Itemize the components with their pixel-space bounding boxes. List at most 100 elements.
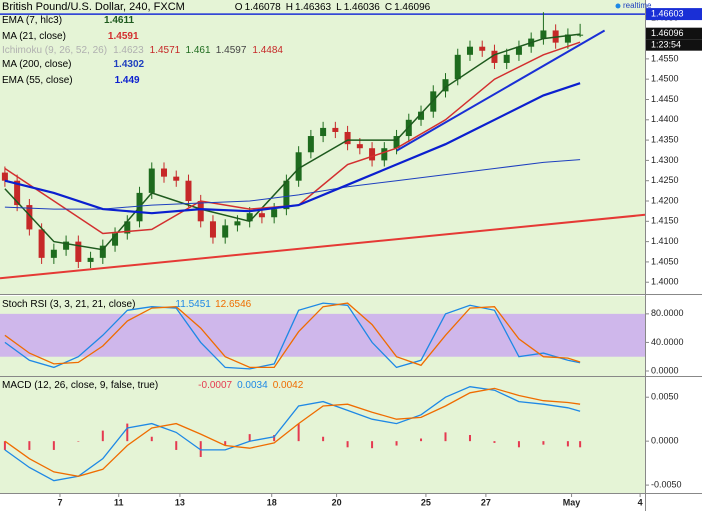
histogram-bar	[371, 441, 374, 449]
trend-line	[0, 213, 646, 280]
x-tick-label: 20	[332, 497, 342, 507]
histogram-bar	[444, 432, 447, 442]
legend-text: Stoch RSI (3, 3, 21, 21, close)	[2, 299, 135, 310]
candle-body	[491, 50, 498, 63]
legend-text: Ichimoku (9, 26, 52, 26)	[2, 45, 107, 56]
legend-row: MA (200, close) 1.4302	[2, 59, 145, 70]
candle-body	[479, 46, 486, 51]
histogram-bar	[297, 423, 300, 442]
hline-label-box	[646, 8, 702, 21]
y-tick-label: 0.0000	[651, 365, 679, 375]
indicator-line	[4, 387, 581, 477]
candle-body	[271, 209, 278, 218]
candle-body	[258, 213, 265, 218]
histogram-bar	[346, 441, 349, 448]
legend-text: O	[235, 2, 243, 13]
legend-text: MA (21, close)	[2, 31, 66, 42]
x-tick-label: 13	[175, 497, 185, 507]
x-tick-label: 25	[421, 497, 431, 507]
y-tick-label: 1.4350	[651, 134, 679, 144]
legend-text: 1.4484	[252, 45, 283, 56]
candle-body	[283, 180, 290, 210]
candle-body	[307, 136, 314, 153]
histogram-bar	[248, 434, 251, 442]
y-tick-label: -0.0050	[651, 479, 682, 489]
candle-body	[99, 245, 106, 258]
candle-body	[234, 221, 241, 226]
legend-text: 1.4302	[113, 59, 144, 70]
candle-body	[222, 225, 229, 238]
histogram-bar	[322, 436, 325, 442]
macd-panel	[0, 377, 645, 493]
candle-body	[515, 46, 522, 55]
price-box	[646, 27, 702, 40]
histogram-bar	[542, 441, 545, 445]
candle-body	[1, 172, 8, 181]
candle-body	[344, 131, 351, 145]
histogram-bar	[77, 441, 80, 442]
candle-body	[320, 127, 327, 137]
legend-text: 1.4591	[108, 31, 139, 42]
y-tick-label: 1.4050	[651, 256, 679, 266]
legend-row: EMA (55, close) 1.449	[2, 75, 140, 86]
x-tick-label: 18	[267, 497, 277, 507]
legend-text: 1.46078	[245, 2, 282, 13]
candle-body	[26, 205, 33, 230]
legend-value: -0.0007	[198, 380, 232, 391]
candle-body	[393, 136, 400, 149]
y-tick-label: 1.4300	[651, 155, 679, 165]
y-tick-label: 0.0050	[651, 392, 679, 402]
hline-label: 1.46603	[651, 8, 684, 18]
histogram-bar	[566, 441, 569, 447]
histogram-bar	[199, 441, 202, 457]
legend-row: MACD (12, 26, close, 9, false, true) -0.0…	[2, 380, 304, 391]
legend-text: EMA (7, hlc3)	[2, 15, 62, 26]
y-tick-label: 40.0000	[651, 337, 684, 347]
x-tick-label: 7	[57, 497, 62, 507]
histogram-bar	[52, 441, 55, 450]
legend-text: 1.46096	[394, 2, 431, 13]
x-tick-label: 27	[481, 497, 491, 507]
legend-value: 12.6546	[215, 299, 252, 310]
legend-text: 1.4597	[216, 45, 247, 56]
candle-body	[442, 79, 449, 92]
candle-body	[466, 46, 473, 55]
rsi-band	[0, 313, 645, 357]
realtime-dot	[615, 3, 621, 9]
histogram-bar	[493, 441, 496, 443]
legend-text: 1.46363	[295, 2, 332, 13]
candle-body	[112, 233, 119, 246]
histogram-bar	[468, 435, 471, 442]
candle-body	[14, 180, 21, 206]
y-tick-label: 0.0000	[651, 436, 679, 446]
countdown: 1:23:54	[651, 40, 681, 50]
y-tick-label: 1.4000	[651, 277, 679, 287]
x-tick-label: May	[563, 497, 581, 507]
legend-text: 1.461	[186, 45, 211, 56]
candle-body	[454, 54, 461, 80]
legend-value: 11.5451	[175, 299, 211, 310]
candle-body	[246, 213, 253, 222]
legend-row: Ichimoku (9, 26, 52, 26) 1.4623 1.4571 1.46…	[2, 45, 283, 56]
candle-body	[332, 127, 339, 132]
y-tick-label: 1.4450	[651, 94, 679, 104]
histogram-bar	[273, 435, 276, 442]
candle-body	[564, 34, 571, 43]
histogram-bar	[175, 441, 178, 450]
legend-row: British Pound/U.S. Dollar, 240, FXCM O 1.4…	[2, 1, 431, 13]
histogram-bar	[150, 436, 153, 442]
legend-text: 1.4571	[150, 45, 181, 56]
legend-row: EMA (7, hlc3) 1.4611	[2, 15, 135, 26]
countdown-box	[646, 39, 702, 51]
y-tick-label: 1.4100	[651, 236, 679, 246]
candle-body	[50, 249, 57, 258]
candle-body	[161, 168, 168, 177]
candle-body	[173, 176, 180, 181]
candle-body	[381, 148, 388, 161]
legend-text: 1.4611	[104, 15, 134, 26]
x-tick-label: 11	[114, 497, 124, 507]
ma-line	[4, 33, 581, 251]
candle-body	[209, 221, 216, 238]
legend-text: MACD (12, 26, close, 9, false, true)	[2, 380, 158, 391]
legend-text: EMA (55, close)	[2, 75, 73, 86]
